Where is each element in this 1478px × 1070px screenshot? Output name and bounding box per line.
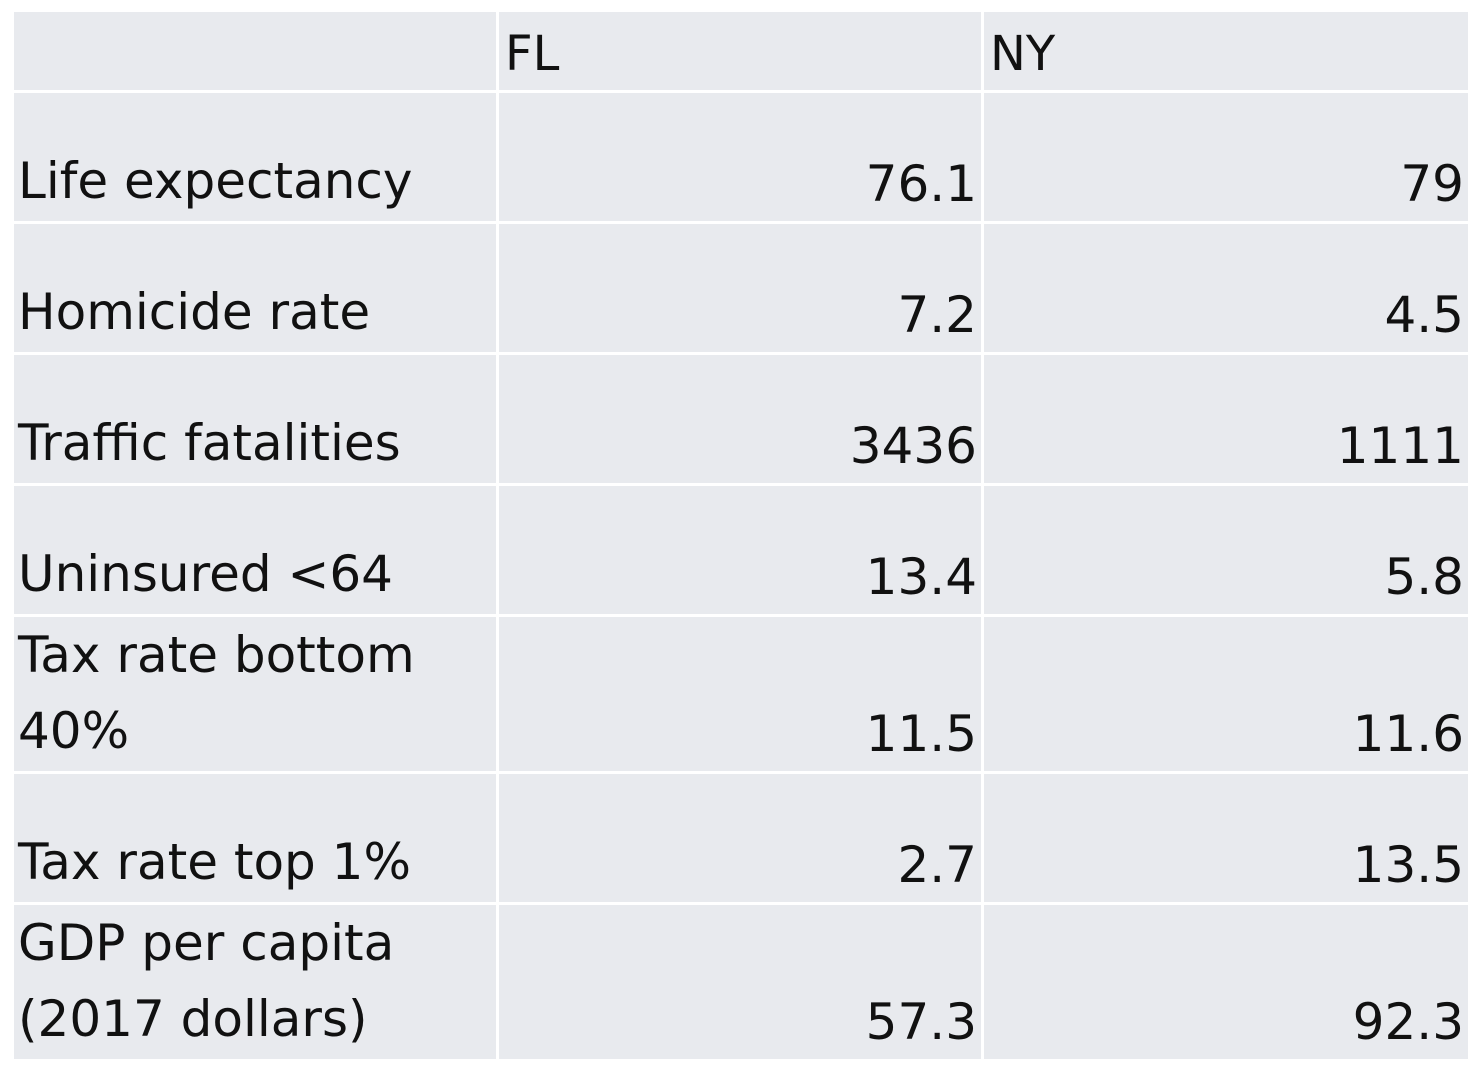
- value-fl-life-expectancy: 76.1: [499, 93, 981, 221]
- value-fl-homicide-rate: 7.2: [499, 224, 981, 352]
- value-ny-uninsured: 5.8: [984, 486, 1468, 614]
- value-fl-traffic-fatalities: 3436: [499, 355, 981, 483]
- row-label-gdp-per-capita: GDP per capita (2017 dollars): [14, 905, 496, 1059]
- comparison-table: FL NY Life expectancy 76.1 79 Homicide r…: [14, 12, 1468, 1059]
- row-label-life-expectancy: Life expectancy: [14, 93, 496, 221]
- value-ny-tax-rate-bottom: 11.6: [984, 617, 1468, 771]
- value-ny-tax-rate-top: 13.5: [984, 774, 1468, 902]
- value-ny-gdp-per-capita: 92.3: [984, 905, 1468, 1059]
- value-fl-gdp-per-capita: 57.3: [499, 905, 981, 1059]
- value-ny-traffic-fatalities: 1111: [984, 355, 1468, 483]
- row-label-uninsured: Uninsured <64: [14, 486, 496, 614]
- header-fl: FL: [499, 12, 981, 90]
- row-label-traffic-fatalities: Traffic fatalities: [14, 355, 496, 483]
- value-fl-tax-rate-top: 2.7: [499, 774, 981, 902]
- row-label-homicide-rate: Homicide rate: [14, 224, 496, 352]
- row-label-tax-rate-top: Tax rate top 1%: [14, 774, 496, 902]
- header-ny: NY: [984, 12, 1468, 90]
- header-empty-cell: [14, 12, 496, 90]
- value-fl-tax-rate-bottom: 11.5: [499, 617, 981, 771]
- row-label-tax-rate-bottom: Tax rate bottom 40%: [14, 617, 496, 771]
- value-ny-homicide-rate: 4.5: [984, 224, 1468, 352]
- value-ny-life-expectancy: 79: [984, 93, 1468, 221]
- value-fl-uninsured: 13.4: [499, 486, 981, 614]
